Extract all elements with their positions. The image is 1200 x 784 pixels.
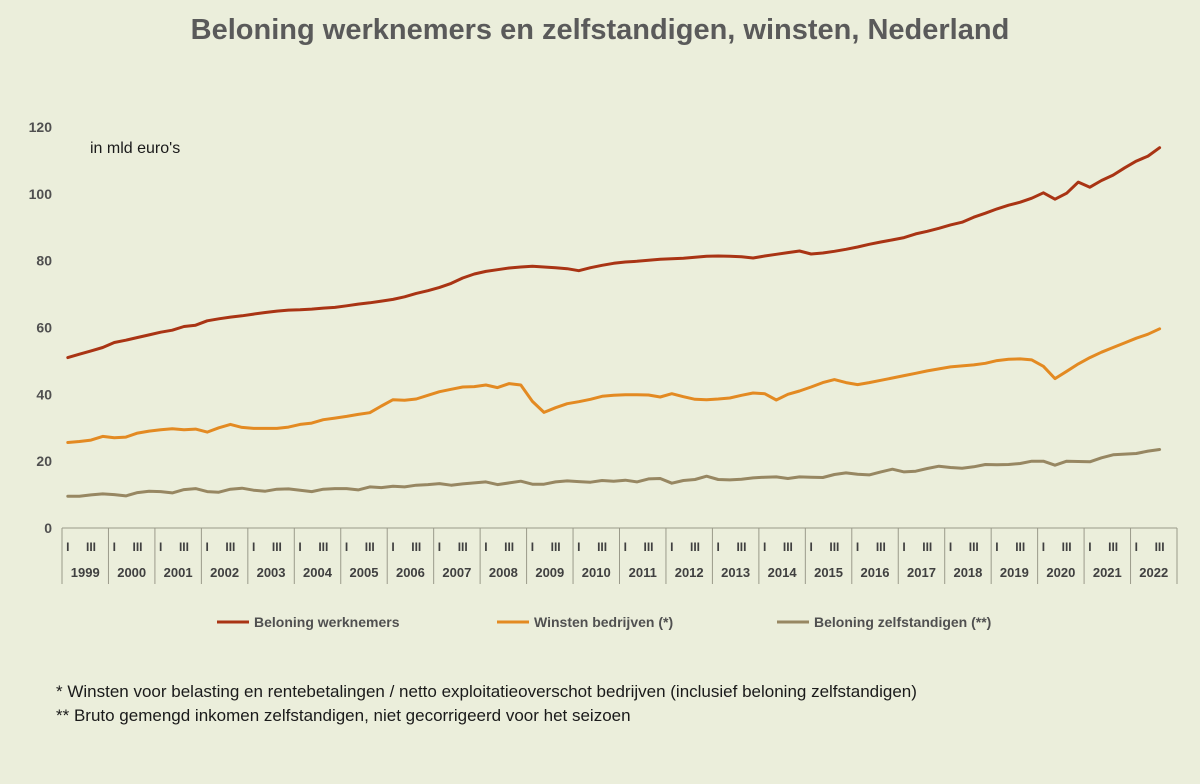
quarter-tick-label: I — [577, 540, 580, 554]
quarter-tick-label: III — [179, 540, 189, 554]
legend-label: Beloning zelfstandigen (**) — [814, 614, 991, 630]
quarter-tick-label: III — [876, 540, 886, 554]
quarter-tick-label: III — [597, 540, 607, 554]
quarter-tick-label: I — [856, 540, 859, 554]
quarter-tick-label: III — [736, 540, 746, 554]
quarter-tick-label: I — [531, 540, 534, 554]
y-axis: 0 20 40 60 80 100 120 — [29, 119, 53, 536]
year-tick-label: 2004 — [303, 565, 333, 580]
series-line-2 — [66, 327, 1162, 444]
quarter-tick-label: I — [252, 540, 255, 554]
year-tick-label: 2006 — [396, 565, 425, 580]
quarter-tick-label: III — [132, 540, 142, 554]
series-line-3 — [66, 448, 1162, 498]
quarter-tick-label: I — [995, 540, 998, 554]
year-tick-label: 2007 — [442, 565, 471, 580]
quarter-tick-label: I — [159, 540, 162, 554]
quarter-tick-label: III — [411, 540, 421, 554]
year-tick-label: 2010 — [582, 565, 611, 580]
y-tick-label: 40 — [36, 386, 52, 402]
quarter-tick-label: III — [969, 540, 979, 554]
quarter-tick-label: III — [225, 540, 235, 554]
year-tick-label: 2003 — [257, 565, 286, 580]
year-tick-label: 1999 — [71, 565, 100, 580]
y-tick-label: 0 — [44, 520, 52, 536]
year-tick-label: 2020 — [1046, 565, 1075, 580]
legend: Beloning werknemers Winsten bedrijven (*)… — [217, 614, 991, 630]
footnote-zelfstandigen: ** Bruto gemengd inkomen zelfstandigen, … — [56, 706, 631, 725]
legend-label: Winsten bedrijven (*) — [534, 614, 673, 630]
quarter-tick-label: III — [504, 540, 514, 554]
year-tick-label: 2018 — [953, 565, 982, 580]
unit-annotation: in mld euro's — [90, 140, 180, 157]
quarter-tick-label: III — [458, 540, 468, 554]
year-tick-label: 2000 — [117, 565, 146, 580]
quarter-tick-label: III — [829, 540, 839, 554]
y-tick-label: 80 — [36, 253, 52, 269]
quarter-tick-label: III — [1062, 540, 1072, 554]
quarter-tick-label: I — [902, 540, 905, 554]
y-tick-label: 120 — [29, 119, 53, 135]
quarter-tick-label: III — [1015, 540, 1025, 554]
year-tick-label: 2012 — [675, 565, 704, 580]
quarter-tick-label: III — [922, 540, 932, 554]
year-tick-label: 2005 — [350, 565, 379, 580]
quarter-tick-label: III — [272, 540, 282, 554]
y-tick-label: 100 — [29, 186, 53, 202]
quarter-tick-label: I — [1042, 540, 1045, 554]
quarter-tick-label: I — [113, 540, 116, 554]
quarter-tick-label: I — [809, 540, 812, 554]
year-tick-label: 2002 — [210, 565, 239, 580]
quarter-tick-label: III — [783, 540, 793, 554]
quarter-tick-label: III — [551, 540, 561, 554]
year-tick-label: 2016 — [861, 565, 890, 580]
quarter-tick-label: I — [763, 540, 766, 554]
y-tick-label: 60 — [36, 320, 52, 336]
series-line-1 — [66, 146, 1162, 360]
quarter-tick-label: III — [1155, 540, 1165, 554]
chart-title: Beloning werknemers en zelfstandigen, wi… — [190, 14, 1010, 46]
year-tick-label: 2021 — [1093, 565, 1122, 580]
year-tick-label: 2015 — [814, 565, 843, 580]
quarter-tick-label: I — [670, 540, 673, 554]
year-tick-label: 2001 — [164, 565, 193, 580]
quarter-tick-label: III — [86, 540, 96, 554]
year-tick-label: 2022 — [1139, 565, 1168, 580]
y-tick-label: 20 — [36, 453, 52, 469]
year-tick-label: 2014 — [768, 565, 798, 580]
quarter-tick-label: I — [391, 540, 394, 554]
quarter-tick-label: I — [949, 540, 952, 554]
quarter-tick-label: I — [624, 540, 627, 554]
quarter-tick-label: I — [717, 540, 720, 554]
year-tick-label: 2011 — [629, 565, 657, 580]
legend-label: Beloning werknemers — [254, 614, 400, 630]
quarter-tick-label: III — [644, 540, 654, 554]
year-tick-label: 2009 — [535, 565, 564, 580]
quarter-tick-label: I — [1135, 540, 1138, 554]
year-tick-label: 2013 — [721, 565, 750, 580]
quarter-tick-label: III — [318, 540, 328, 554]
series-lines — [66, 146, 1162, 498]
quarter-tick-label: III — [365, 540, 375, 554]
quarter-tick-label: I — [438, 540, 441, 554]
quarter-tick-label: I — [298, 540, 301, 554]
year-tick-label: 2008 — [489, 565, 518, 580]
quarter-tick-label: I — [206, 540, 209, 554]
quarter-tick-label: I — [484, 540, 487, 554]
quarter-tick-label: III — [1108, 540, 1118, 554]
year-tick-label: 2019 — [1000, 565, 1029, 580]
quarter-tick-label: I — [345, 540, 348, 554]
footnote-winsten: * Winsten voor belasting en rentebetalin… — [56, 682, 917, 701]
quarter-tick-label: I — [1088, 540, 1091, 554]
quarter-tick-label: III — [690, 540, 700, 554]
quarter-tick-label: I — [66, 540, 69, 554]
year-tick-label: 2017 — [907, 565, 936, 580]
